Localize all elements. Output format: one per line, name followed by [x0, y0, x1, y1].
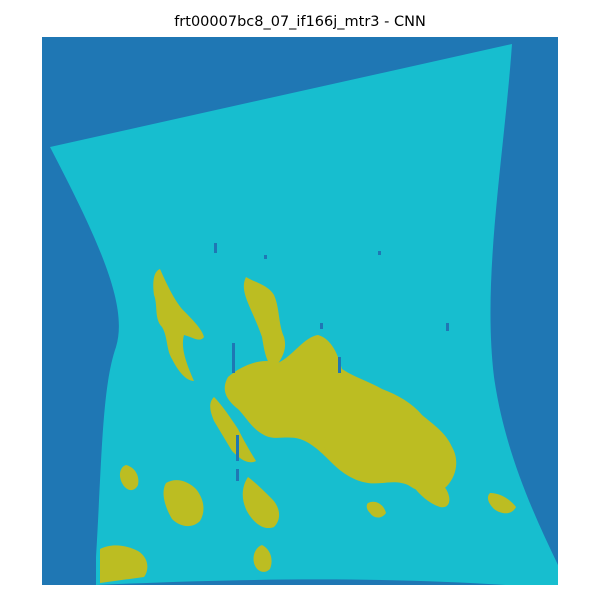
secondary-class-patches: [100, 269, 516, 583]
streak: [236, 435, 239, 461]
patch-bottom-left-2: [253, 545, 272, 572]
streak: [446, 323, 449, 331]
classification-map: [42, 37, 558, 585]
patch-right: [487, 493, 516, 514]
patch-left-mid: [210, 397, 256, 463]
streak: [338, 357, 341, 373]
patch-lower-left-2: [119, 465, 139, 491]
patch-central: [224, 335, 457, 493]
streak: [214, 243, 217, 253]
patch-upper-left: [153, 269, 204, 381]
patch-right-2: [366, 501, 386, 518]
streak: [378, 251, 381, 255]
patch-right-3: [322, 436, 339, 453]
patch-central-right: [407, 457, 450, 508]
patch-lower-middle: [242, 477, 280, 529]
figure-title: frt00007bc8_07_if166j_mtr3 - CNN: [174, 14, 426, 30]
minor-class-streaks: [214, 243, 449, 481]
classification-map-svg: [42, 37, 558, 585]
streak: [232, 343, 235, 373]
streak: [320, 323, 323, 329]
patch-upper-middle: [243, 277, 286, 369]
streak: [264, 255, 267, 259]
patch-lower-left: [163, 480, 204, 527]
streak: [236, 469, 239, 481]
patch-bottom-left: [100, 545, 148, 583]
